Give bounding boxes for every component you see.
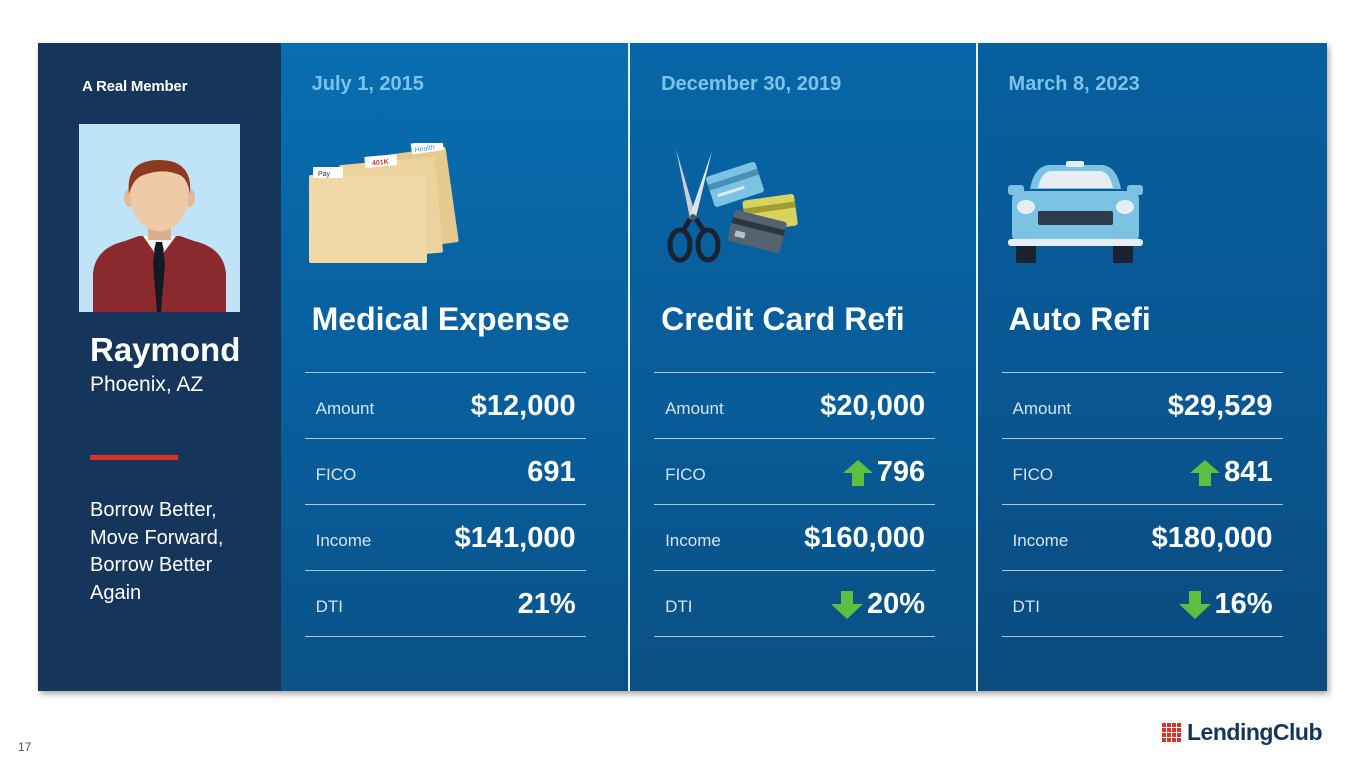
stat-row-amount: Amount $12,000	[304, 373, 586, 439]
stat-label: FICO	[315, 465, 357, 484]
stat-value: $160,000	[804, 522, 926, 554]
page-number: 17	[18, 740, 32, 754]
arrow-down-icon	[831, 590, 864, 619]
stat-label: Amount	[315, 399, 375, 418]
stat-row-amount: Amount $29,529	[1001, 373, 1283, 439]
stat-value: $12,000	[470, 390, 576, 422]
loan-title: Auto Refi	[1008, 301, 1151, 337]
accent-divider	[90, 455, 178, 460]
folder-tab-401k: 401K	[371, 159, 388, 167]
stat-value: 16%	[1178, 588, 1273, 621]
arrow-up-icon	[1190, 459, 1221, 486]
stat-row-fico: FICO 796	[654, 439, 936, 505]
stat-row-income: Income $141,000	[304, 505, 586, 571]
member-location: Phoenix, AZ	[90, 373, 204, 396]
stat-label: Income	[1012, 531, 1069, 550]
file-folders-icon: Health 401K Pay	[308, 139, 464, 268]
stat-label: FICO	[665, 465, 706, 484]
folder-tab-health: Health	[414, 144, 435, 154]
stat-row-income: Income $180,000	[1001, 505, 1283, 571]
loan-stats: Amount $29,529 FICO 841 Income $180,000 …	[1001, 372, 1283, 637]
logo-text: LendingClub	[1187, 719, 1323, 745]
stat-row-dti: DTI 20%	[654, 571, 936, 637]
slide: A Real Member Raymond Phoenix, AZ Borrow…	[38, 43, 1327, 691]
stat-value: 691	[527, 456, 576, 488]
stat-label: FICO	[1012, 465, 1054, 484]
member-tagline: Borrow Better, Move Forward, Borrow Bett…	[90, 499, 224, 604]
loan-panel-medical: July 1, 2015 Health 401K Pay Medical Exp…	[280, 43, 629, 691]
loan-date: December 30, 2019	[661, 73, 842, 95]
stat-label: DTI	[665, 597, 693, 616]
member-tag: A Real Member	[82, 78, 188, 95]
member-name: Raymond	[90, 331, 241, 368]
loan-panel-credit-card: December 30, 2019	[630, 43, 976, 691]
stat-value: 21%	[517, 588, 576, 620]
car-icon	[1007, 161, 1143, 270]
loan-stats: Amount $12,000 FICO 691 Income $141,000 …	[304, 372, 586, 637]
stat-row-dti: DTI 16%	[1001, 571, 1283, 637]
stat-row-amount: Amount $20,000	[654, 373, 936, 439]
stat-row-income: Income $160,000	[654, 505, 936, 571]
stat-value: $141,000	[454, 522, 576, 554]
scissors-credit-cards-icon	[660, 147, 810, 272]
stat-label: Income	[665, 531, 721, 550]
stat-row-fico: FICO 691	[304, 439, 586, 505]
lendingclub-logo: LendingClub	[1162, 719, 1323, 746]
loan-title: Medical Expense	[311, 301, 570, 337]
panel-divider	[628, 43, 631, 691]
stat-label: Amount	[1012, 399, 1072, 418]
stat-row-dti: DTI 21%	[304, 571, 586, 637]
folder-tab-pay: Pay	[318, 171, 331, 178]
stat-value: $29,529	[1167, 390, 1273, 422]
panel-divider	[975, 43, 978, 691]
stat-label: DTI	[315, 597, 344, 616]
stat-label: Income	[315, 531, 372, 550]
stat-label: DTI	[1012, 597, 1040, 616]
loan-panel-auto: March 8, 2023 Auto Refi Amount $29,5	[977, 43, 1327, 691]
person-avatar-icon	[79, 124, 240, 312]
loan-date: March 8, 2023	[1008, 73, 1140, 95]
loan-stats: Amount $20,000 FICO 796 Income $160,000 …	[654, 372, 936, 637]
stat-row-fico: FICO 841	[1001, 439, 1283, 505]
stat-label: Amount	[665, 399, 724, 418]
arrow-down-icon	[1178, 590, 1211, 619]
stat-value: $180,000	[1151, 522, 1273, 554]
loan-date: July 1, 2015	[311, 73, 424, 95]
stat-value: 796	[842, 456, 925, 489]
member-avatar	[79, 124, 240, 312]
stat-value: $20,000	[820, 390, 926, 422]
arrow-up-icon	[842, 459, 873, 486]
stat-value: 841	[1190, 456, 1273, 489]
member-panel: A Real Member Raymond Phoenix, AZ Borrow…	[38, 43, 281, 691]
loan-title: Credit Card Refi	[661, 301, 905, 337]
logo-grid-icon	[1162, 723, 1181, 742]
stat-value: 20%	[831, 588, 925, 621]
